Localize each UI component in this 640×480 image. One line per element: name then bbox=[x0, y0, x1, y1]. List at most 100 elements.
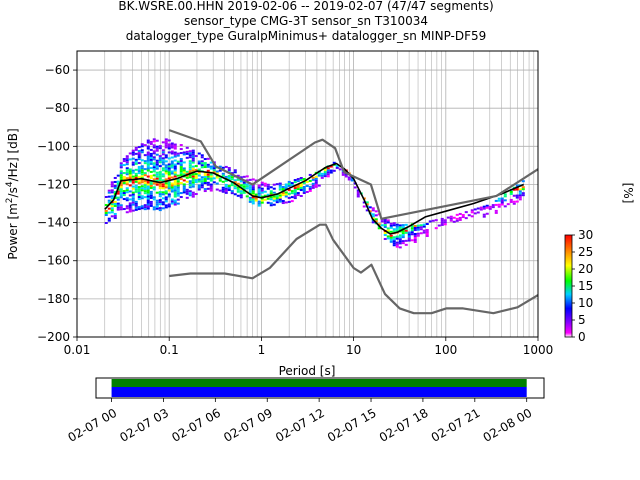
density-cell bbox=[437, 224, 441, 227]
density-cell bbox=[146, 207, 150, 210]
density-cell bbox=[389, 226, 393, 229]
coverage-tick-label: 02-07 09 bbox=[221, 406, 275, 445]
density-cell bbox=[509, 198, 513, 201]
density-cell bbox=[512, 194, 516, 197]
density-cell bbox=[392, 240, 396, 243]
density-cell bbox=[185, 176, 189, 179]
density-cell bbox=[242, 181, 246, 184]
density-cell bbox=[203, 176, 207, 179]
density-cell bbox=[335, 164, 339, 167]
density-cell bbox=[398, 238, 402, 241]
density-cell bbox=[266, 187, 270, 190]
density-cell bbox=[110, 195, 114, 198]
density-cell bbox=[173, 159, 177, 162]
density-cell bbox=[191, 175, 195, 178]
density-cell bbox=[191, 169, 195, 172]
density-cell bbox=[131, 197, 135, 200]
density-cell bbox=[122, 172, 126, 175]
density-cell bbox=[392, 230, 396, 233]
density-cell bbox=[155, 165, 159, 168]
density-cell bbox=[131, 171, 135, 174]
density-cell bbox=[332, 169, 336, 172]
density-cell bbox=[119, 162, 123, 165]
density-cell bbox=[488, 207, 492, 210]
density-cell bbox=[251, 188, 255, 191]
density-cell bbox=[116, 192, 120, 195]
density-cell bbox=[119, 184, 123, 187]
density-cell bbox=[137, 208, 141, 211]
density-cell bbox=[146, 189, 150, 192]
density-cell bbox=[164, 142, 168, 145]
density-cell bbox=[152, 182, 156, 185]
density-cell bbox=[161, 167, 165, 170]
density-cell bbox=[398, 242, 402, 245]
density-cell bbox=[140, 197, 144, 200]
density-cell bbox=[104, 214, 108, 216]
density-cell bbox=[248, 184, 252, 187]
density-cell bbox=[155, 163, 159, 166]
density-cell bbox=[164, 204, 168, 207]
density-cell bbox=[275, 195, 279, 198]
density-cell bbox=[344, 175, 348, 178]
density-cell bbox=[383, 234, 387, 237]
density-cell bbox=[413, 228, 417, 231]
density-cell bbox=[404, 231, 408, 234]
colorbar-tick-label: 0 bbox=[578, 330, 586, 344]
density-cell bbox=[191, 183, 195, 186]
density-cell bbox=[233, 185, 237, 188]
density-cell bbox=[317, 184, 321, 187]
density-cell bbox=[191, 195, 195, 198]
y-axis-ticks: −200 −180 −160 −140 −120 −100 −80 −60 bbox=[37, 63, 77, 344]
density-cell bbox=[515, 200, 519, 203]
density-cell bbox=[194, 165, 198, 168]
density-cell bbox=[362, 205, 366, 208]
density-cell bbox=[230, 184, 234, 187]
density-cell bbox=[293, 179, 297, 182]
density-cell bbox=[227, 167, 231, 170]
density-cell bbox=[116, 180, 120, 183]
colorbar-tick-label: 30 bbox=[578, 228, 593, 242]
density-cell bbox=[194, 179, 198, 182]
density-cell bbox=[164, 168, 168, 171]
density-cell bbox=[389, 238, 393, 241]
density-cell bbox=[146, 147, 150, 150]
y-tick-label: −80 bbox=[45, 101, 70, 115]
density-cell bbox=[248, 178, 252, 181]
density-cell bbox=[110, 185, 114, 188]
density-cell bbox=[173, 179, 177, 182]
density-cell bbox=[221, 166, 225, 169]
density-cell bbox=[503, 199, 507, 202]
density-cell bbox=[395, 235, 399, 238]
density-cell bbox=[314, 181, 318, 184]
density-cell bbox=[278, 196, 282, 199]
density-cell bbox=[242, 185, 246, 188]
density-cell bbox=[188, 190, 192, 193]
density-cell bbox=[254, 197, 258, 200]
density-cell bbox=[425, 223, 429, 226]
density-cell bbox=[119, 192, 123, 195]
density-cell bbox=[275, 201, 279, 204]
density-cell bbox=[461, 214, 465, 217]
density-cell bbox=[176, 202, 180, 205]
density-cell bbox=[389, 234, 393, 237]
density-cell bbox=[440, 223, 444, 226]
density-cell bbox=[131, 149, 135, 152]
density-cell bbox=[287, 184, 291, 187]
density-cell bbox=[182, 161, 186, 164]
density-cell bbox=[206, 169, 210, 172]
density-cell bbox=[140, 169, 144, 172]
density-cell bbox=[119, 194, 123, 197]
density-cell bbox=[425, 233, 429, 236]
density-cell bbox=[152, 196, 156, 199]
density-cell bbox=[239, 176, 243, 179]
density-cell bbox=[392, 228, 396, 231]
density-cell bbox=[260, 181, 264, 184]
density-cell bbox=[182, 167, 186, 170]
density-cell bbox=[521, 192, 525, 195]
density-cell bbox=[188, 156, 192, 159]
density-cell bbox=[134, 158, 138, 161]
density-cell bbox=[242, 183, 246, 186]
density-cell bbox=[407, 235, 411, 238]
density-cell bbox=[218, 169, 222, 172]
density-cell bbox=[251, 200, 255, 203]
